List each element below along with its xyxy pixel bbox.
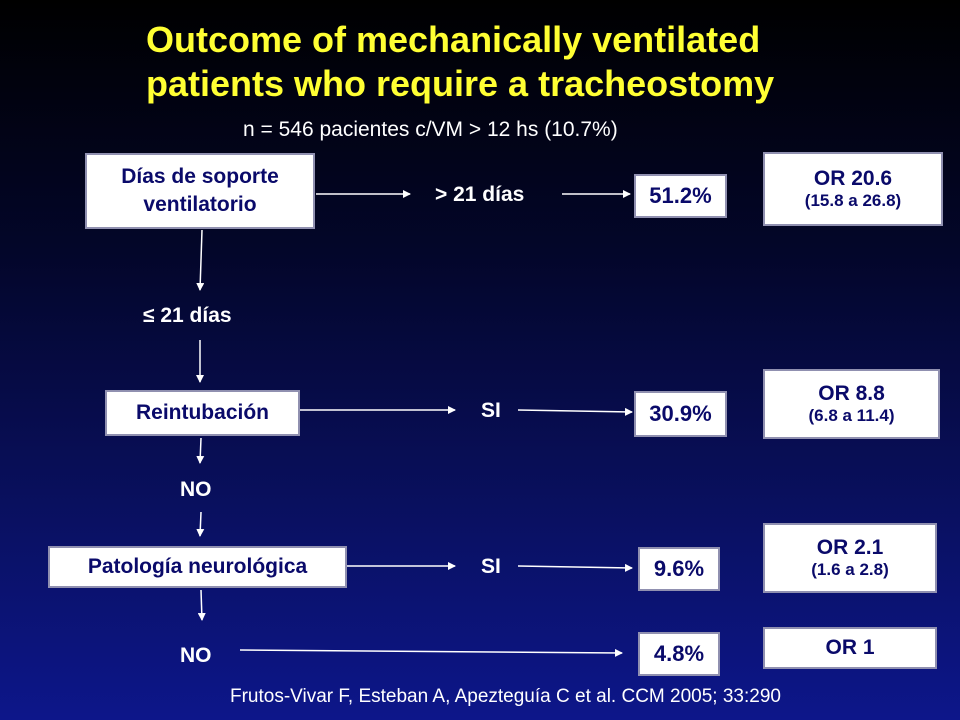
arrow-si-to-outcome2	[517, 407, 633, 416]
outcome-3-value: 9.6%	[653, 556, 705, 581]
citation: Frutos-Vivar F, Esteban A, Apezteguía C …	[230, 686, 781, 707]
or-2-value: OR 8.8	[818, 382, 885, 406]
node-reintubacion-label: Reintubación	[135, 401, 269, 424]
node-patologia-neurologica: Patología neurológica	[48, 546, 347, 588]
outcome-4-value: 4.8%	[653, 641, 705, 666]
label-si-2: SI	[481, 555, 501, 578]
outcome-2: 30.9%	[634, 391, 727, 437]
or-2-ci: (6.8 a 11.4)	[808, 406, 895, 426]
arrow-no-to-outcome4	[239, 648, 623, 657]
slide-title: Outcome of mechanically ventilated patie…	[146, 18, 906, 106]
node-dias-soporte-line2: ventilatorio	[143, 193, 257, 216]
or-3-ci: (1.6 a 2.8)	[811, 560, 889, 580]
label-si-1: SI	[481, 399, 501, 422]
arrow-no-to-patologia	[196, 511, 205, 537]
outcome-2-value: 30.9%	[649, 401, 712, 426]
node-patologia-label: Patología neurológica	[87, 555, 308, 578]
or-box-4: OR 1	[763, 627, 937, 669]
or-3-value: OR 2.1	[816, 536, 884, 560]
or-4-value: OR 1	[825, 635, 875, 659]
subtitle: n = 546 pacientes c/VM > 12 hs (10.7%)	[243, 118, 618, 141]
arrow-dias-to-le21	[196, 229, 205, 291]
outcome-3: 9.6%	[638, 547, 720, 591]
label-no-1: NO	[180, 478, 212, 501]
arrow-reintubacion-to-no	[196, 437, 205, 464]
outcome-4: 4.8%	[638, 632, 720, 676]
or-box-2: OR 8.8 (6.8 a 11.4)	[763, 369, 940, 439]
title-line-1: Outcome of mechanically ventilated	[146, 19, 761, 60]
label-le21: ≤ 21 días	[143, 304, 232, 327]
node-dias-soporte: Días de soporte ventilatorio	[85, 153, 315, 229]
label-gt21: > 21 días	[435, 183, 525, 206]
arrow-si-to-outcome3	[517, 563, 633, 572]
or-box-1: OR 20.6 (15.8 a 26.8)	[763, 152, 943, 226]
arrow-patologia-to-no	[197, 589, 206, 621]
outcome-1: 51.2%	[634, 174, 727, 218]
outcome-1-value: 51.2%	[649, 183, 712, 208]
or-box-3: OR 2.1 (1.6 a 2.8)	[763, 523, 937, 593]
title-line-2: patients who require a tracheostomy	[146, 63, 775, 104]
node-dias-soporte-line1: Días de soporte	[121, 164, 279, 188]
node-reintubacion: Reintubación	[105, 390, 300, 436]
or-1-ci: (15.8 a 26.8)	[804, 191, 902, 211]
or-1-value: OR 20.6	[813, 167, 893, 191]
label-no-2: NO	[180, 644, 212, 667]
